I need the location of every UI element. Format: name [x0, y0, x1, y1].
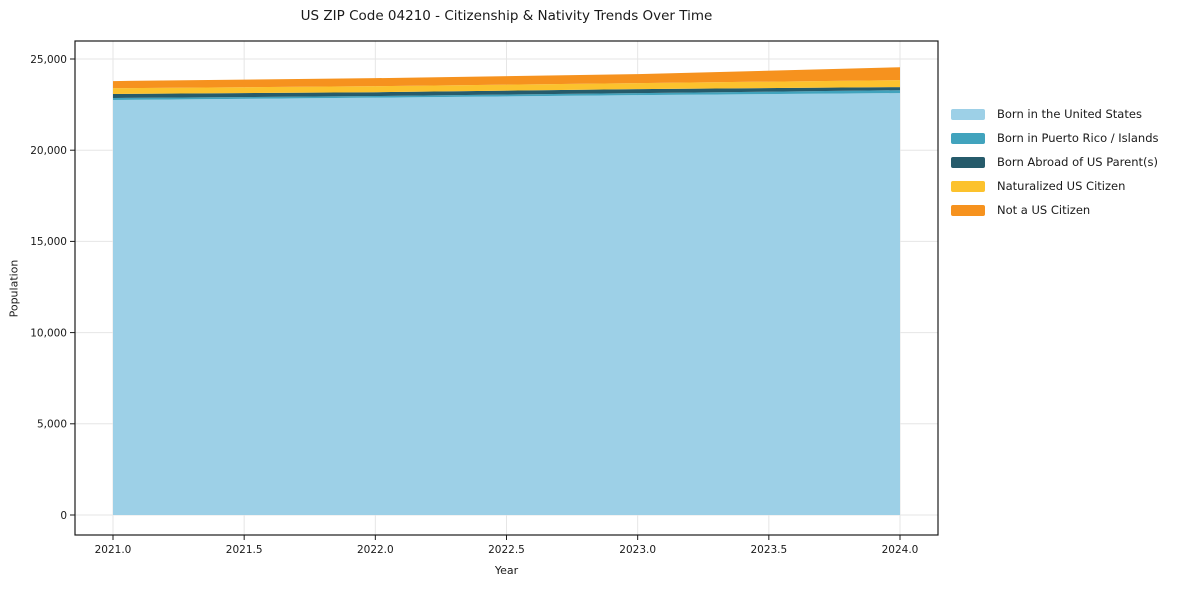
legend-swatch [951, 108, 985, 120]
area-series-3 [113, 80, 900, 95]
legend-item-1: Born in Puerto Rico / Islands [951, 126, 1159, 150]
legend-swatch [951, 180, 985, 192]
area-series-4 [113, 67, 900, 89]
legend-label: Born in Puerto Rico / Islands [997, 131, 1159, 145]
legend-swatch [951, 132, 985, 144]
y-tick-label: 20,000 [30, 145, 67, 157]
y-tick-label: 10,000 [30, 327, 67, 339]
x-tick-label: 2021.0 [95, 544, 132, 556]
area-series-1 [113, 90, 900, 101]
x-tick-label: 2021.5 [226, 544, 263, 556]
legend-label: Born Abroad of US Parent(s) [997, 155, 1158, 169]
legend-item-4: Not a US Citizen [951, 198, 1159, 222]
area-series-2 [113, 87, 900, 99]
y-tick-label: 15,000 [30, 236, 67, 248]
x-tick-label: 2024.0 [882, 544, 919, 556]
x-tick-label: 2022.0 [357, 544, 394, 556]
y-axis-label: Population [7, 259, 21, 318]
y-tick-label: 5,000 [37, 419, 67, 431]
x-tick-label: 2023.5 [750, 544, 787, 556]
legend-swatch [951, 204, 985, 216]
area-series-0 [113, 93, 900, 516]
x-tick-label: 2022.5 [488, 544, 525, 556]
legend-label: Naturalized US Citizen [997, 179, 1126, 193]
legend-item-2: Born Abroad of US Parent(s) [951, 150, 1159, 174]
legend-item-3: Naturalized US Citizen [951, 174, 1159, 198]
chart-title: US ZIP Code 04210 - Citizenship & Nativi… [300, 8, 713, 24]
y-tick-label: 0 [60, 510, 67, 522]
legend-label: Born in the United States [997, 107, 1142, 121]
legend-item-0: Born in the United States [951, 102, 1159, 126]
legend-label: Not a US Citizen [997, 203, 1091, 217]
legend-swatch [951, 156, 985, 168]
y-tick-label: 25,000 [30, 54, 67, 66]
legend: Born in the United States Born in Puerto … [951, 102, 1159, 222]
x-tick-label: 2023.0 [619, 544, 656, 556]
x-axis-label: Year [494, 564, 519, 577]
